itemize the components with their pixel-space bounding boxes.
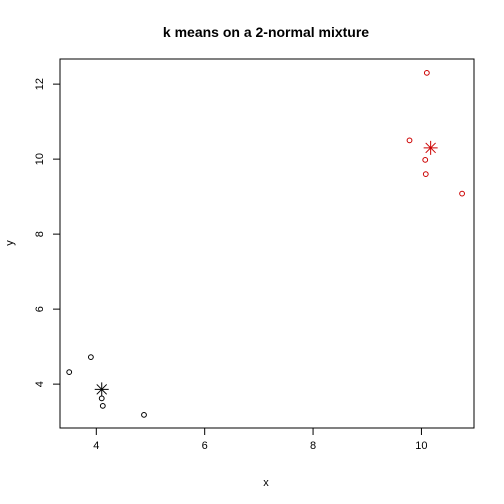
x-tick-label: 8 [310, 440, 316, 452]
cluster-centers [94, 140, 438, 397]
x-axis: 4 6 8 10 [93, 427, 428, 452]
x-tick-label: 4 [93, 440, 99, 452]
y-tick-label: 12 [34, 78, 46, 90]
data-point-cluster-2 [406, 137, 413, 144]
y-axis: 4 6 8 10 12 [34, 78, 61, 387]
y-tick-label: 10 [34, 153, 46, 165]
x-tick-label: 6 [202, 440, 208, 452]
cluster-center-2 [423, 140, 438, 155]
data-point-cluster-1 [98, 395, 105, 402]
x-axis-label: x [263, 477, 269, 489]
data-points [66, 69, 465, 418]
data-point-cluster-2 [422, 156, 429, 163]
data-point-cluster-2 [422, 171, 429, 178]
data-point-cluster-1 [141, 411, 147, 418]
data-point-cluster-1 [87, 354, 94, 361]
plot-frame [59, 58, 475, 429]
cluster-center-1 [94, 382, 109, 397]
data-point-cluster-2 [423, 69, 430, 76]
y-tick-label: 6 [34, 306, 46, 312]
y-tick-label: 8 [34, 231, 46, 237]
y-tick-label: 4 [34, 381, 46, 387]
data-point-cluster-1 [99, 402, 106, 409]
y-axis-label: y [4, 240, 16, 246]
data-point-cluster-2 [459, 190, 465, 197]
x-tick-label: 10 [415, 440, 427, 452]
chart-title: k means on a 2-normal mixture [163, 24, 369, 40]
data-point-cluster-1 [66, 369, 73, 376]
